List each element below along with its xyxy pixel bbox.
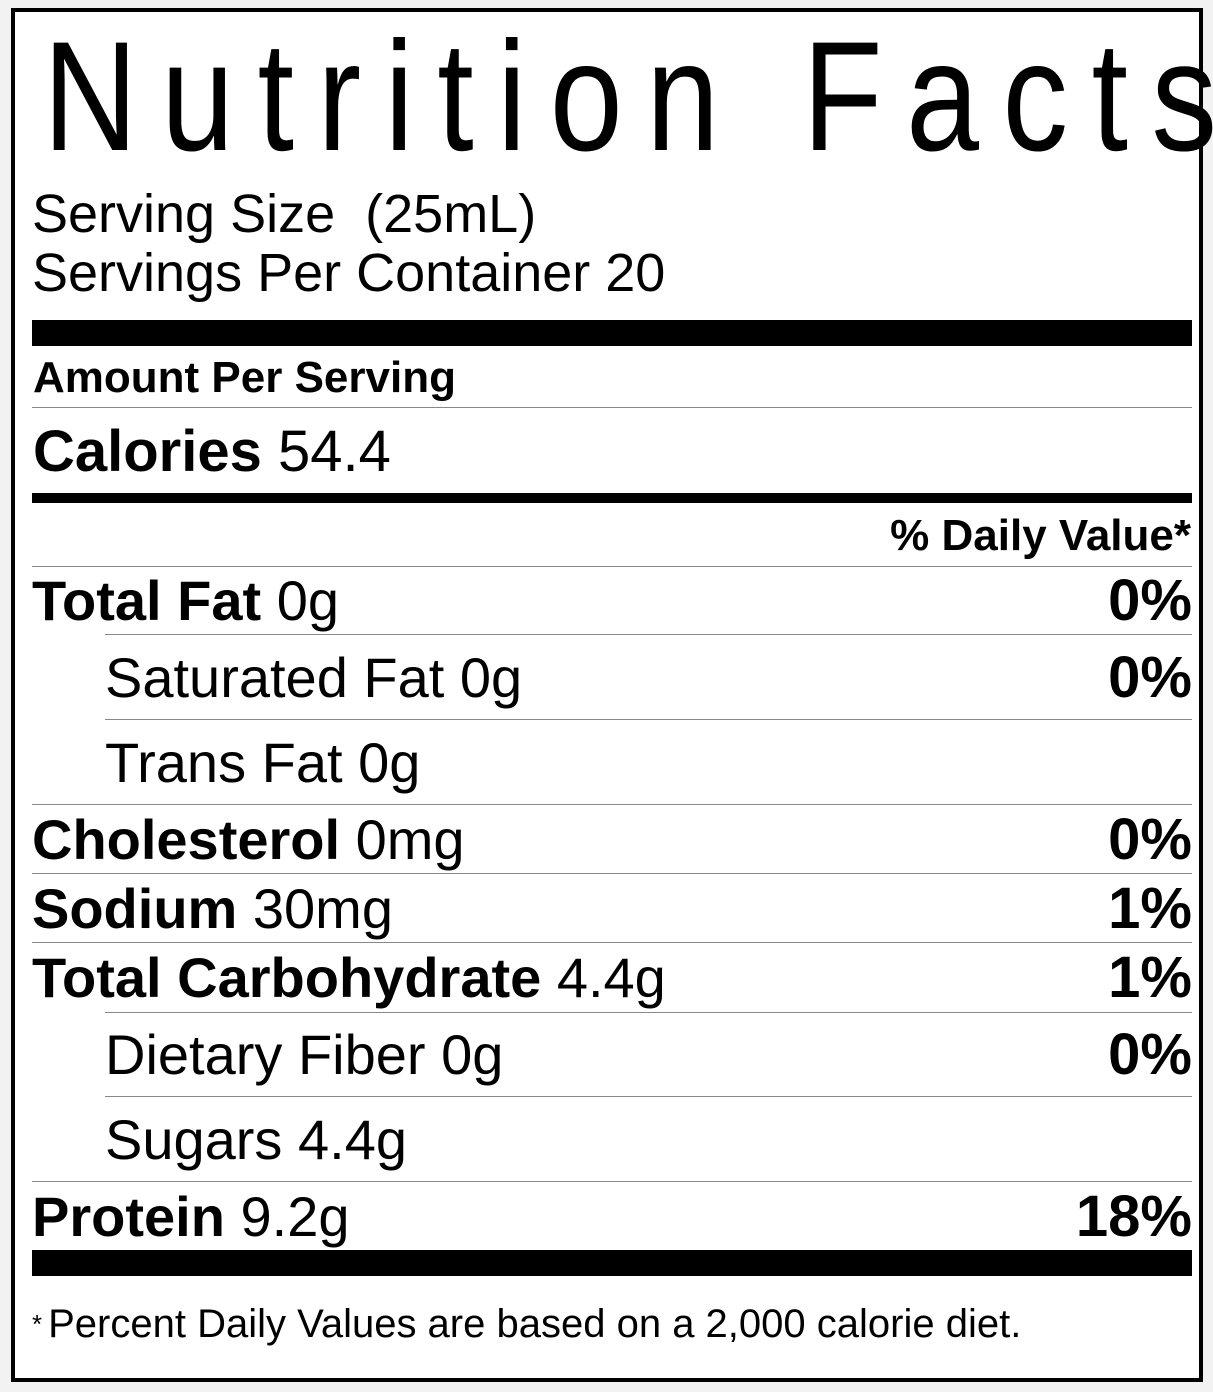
- medium-divider: [32, 493, 1192, 503]
- nutrient-amount: 30mg: [252, 876, 393, 940]
- nutrient-label: Saturated Fat: [105, 645, 445, 709]
- label-title: Nutrition Facts: [43, 10, 1213, 184]
- nutrient-dv: 18%: [1075, 1183, 1192, 1249]
- nutrient-row-sugars: Sugars 4.4g: [32, 1097, 1192, 1181]
- daily-value-header: % Daily Value*: [890, 511, 1191, 560]
- nutrient-label: Cholesterol: [32, 807, 341, 871]
- calories-value: 54.4: [278, 419, 391, 484]
- nutrient-amount: 0g: [459, 645, 523, 709]
- nutrient-amount: 4.4g: [556, 946, 666, 1009]
- amount-per-serving: Amount Per Serving: [33, 353, 456, 402]
- nutrient-row-total-fat: Total Fat 0g 0%: [32, 567, 1192, 634]
- nutrient-row-protein: Protein 9.2g 18%: [32, 1182, 1192, 1250]
- nutrient-dv: 0%: [1108, 644, 1192, 710]
- nutrient-label: Dietary Fiber: [105, 1023, 426, 1086]
- nutrient-row-trans-fat: Trans Fat 0g: [32, 720, 1192, 804]
- nutrient-label: Sugars: [105, 1107, 283, 1171]
- nutrient-dv: 1%: [1108, 945, 1192, 1010]
- footnote-text: Percent Daily Values are based on a 2,00…: [48, 1302, 1022, 1346]
- divider: [105, 1012, 1192, 1013]
- nutrition-facts-label: Nutrition Facts Serving Size (25mL) Serv…: [11, 8, 1213, 1382]
- nutrient-label: Sodium: [32, 876, 238, 940]
- divider: [32, 1181, 1192, 1182]
- nutrient-amount: 0g: [358, 730, 421, 794]
- nutrient-row-saturated-fat: Saturated Fat 0g 0%: [32, 635, 1192, 719]
- divider: [32, 407, 1192, 408]
- nutrient-label: Total Fat: [32, 569, 262, 632]
- serving-size: Serving Size (25mL): [32, 184, 537, 244]
- nutrient-row-total-carbohydrate: Total Carbohydrate 4.4g 1%: [32, 943, 1192, 1012]
- nutrient-label: Trans Fat: [105, 730, 343, 794]
- nutrient-amount: 0mg: [355, 807, 465, 871]
- nutrient-amount: 9.2g: [240, 1184, 350, 1248]
- calories-row: Calories 54.4: [33, 420, 391, 484]
- nutrient-dv: 1%: [1108, 875, 1192, 941]
- divider: [105, 1096, 1192, 1097]
- nutrient-amount: 0g: [441, 1023, 504, 1086]
- nutrient-dv: 0%: [1108, 568, 1192, 633]
- nutrient-row-sodium: Sodium 30mg 1%: [32, 874, 1192, 942]
- divider: [105, 634, 1192, 635]
- nutrient-dv: 0%: [1108, 806, 1192, 872]
- nutrient-label: Total Carbohydrate: [32, 946, 542, 1009]
- divider: [32, 873, 1192, 874]
- servings-per-container: Servings Per Container 20: [32, 243, 666, 303]
- divider: [32, 566, 1192, 567]
- calories-label: Calories: [33, 419, 262, 484]
- thick-divider: [32, 1250, 1192, 1276]
- nutrient-row-dietary-fiber: Dietary Fiber 0g 0%: [32, 1013, 1192, 1096]
- nutrient-label: Protein: [32, 1184, 225, 1248]
- nutrient-dv: 0%: [1108, 1022, 1192, 1087]
- nutrient-row-cholesterol: Cholesterol 0mg 0%: [32, 805, 1192, 873]
- footnote-asterisk: *: [32, 1309, 43, 1339]
- nutrient-amount: 4.4g: [298, 1107, 407, 1171]
- nutrient-amount: 0g: [276, 569, 340, 632]
- divider: [32, 942, 1192, 943]
- thick-divider: [32, 320, 1192, 346]
- divider: [105, 719, 1192, 720]
- divider: [32, 804, 1192, 805]
- footnote: * Percent Daily Values are based on a 2,0…: [32, 1300, 1021, 1348]
